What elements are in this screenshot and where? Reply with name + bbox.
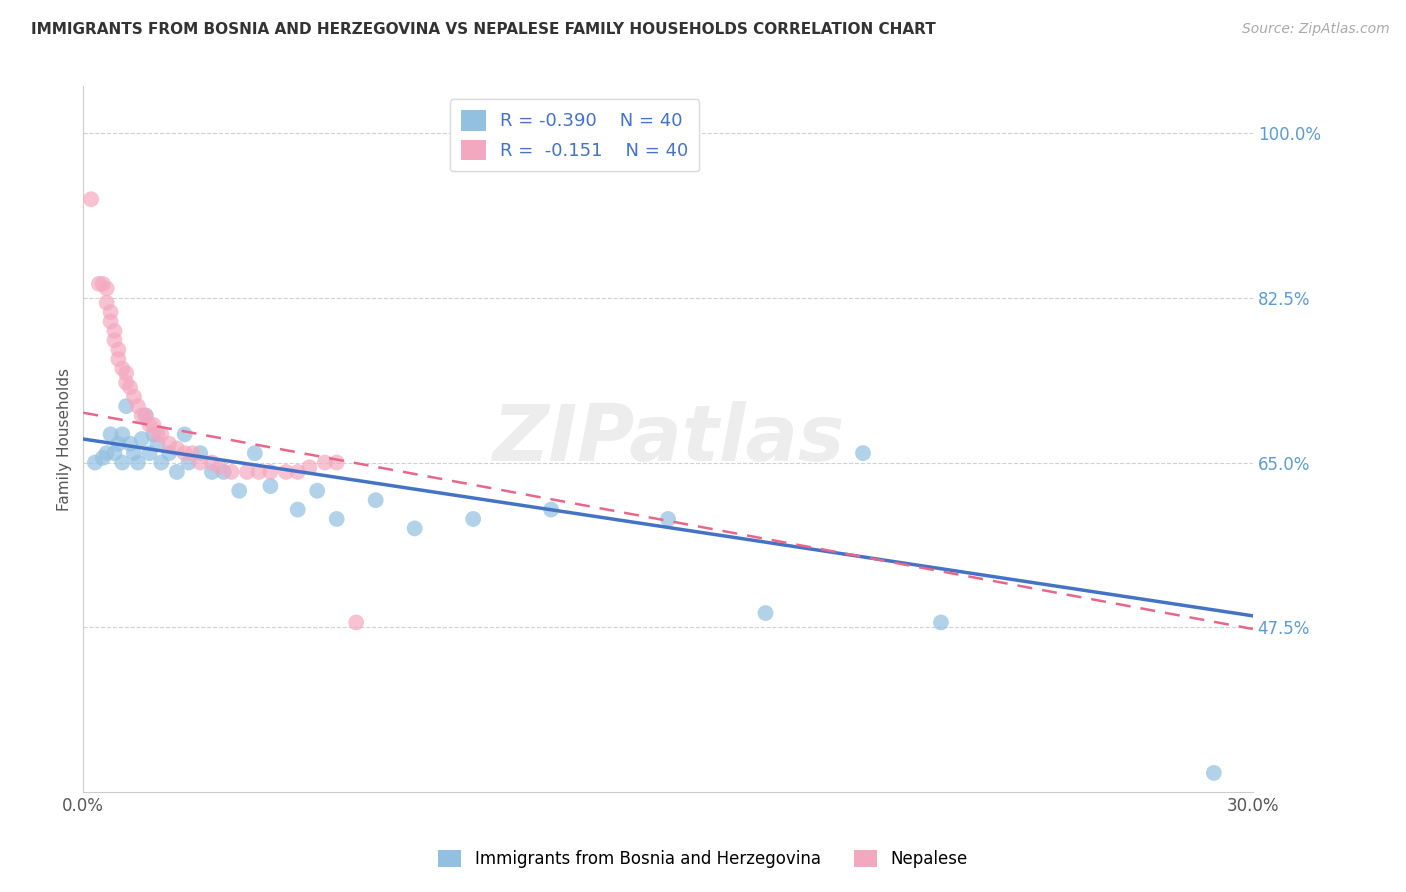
- Point: [80, 192, 103, 206]
- Point: [107, 352, 129, 367]
- Point: [115, 366, 138, 380]
- Point: [166, 442, 188, 456]
- Point: [259, 479, 281, 493]
- Point: [157, 446, 180, 460]
- Point: [259, 465, 281, 479]
- Point: [150, 427, 173, 442]
- Point: [314, 456, 336, 470]
- Point: [120, 380, 142, 394]
- Point: [212, 465, 235, 479]
- Point: [100, 314, 122, 328]
- Text: IMMIGRANTS FROM BOSNIA AND HERZEGOVINA VS NEPALESE FAMILY HOUSEHOLDS CORRELATION: IMMIGRANTS FROM BOSNIA AND HERZEGOVINA V…: [31, 22, 935, 37]
- Point: [135, 409, 157, 423]
- Point: [173, 427, 195, 442]
- Legend: R = -0.390    N = 40, R =  -0.151    N = 40: R = -0.390 N = 40, R = -0.151 N = 40: [450, 99, 699, 171]
- Point: [325, 456, 347, 470]
- Point: [236, 465, 259, 479]
- Point: [115, 376, 138, 390]
- Point: [146, 427, 169, 442]
- Point: [929, 615, 952, 630]
- Point: [142, 427, 165, 442]
- Y-axis label: Family Households: Family Households: [58, 368, 72, 510]
- Point: [122, 446, 145, 460]
- Point: [657, 512, 679, 526]
- Point: [107, 436, 129, 450]
- Point: [181, 446, 204, 460]
- Point: [287, 502, 309, 516]
- Point: [274, 465, 297, 479]
- Point: [138, 446, 160, 460]
- Point: [142, 417, 165, 432]
- Legend: Immigrants from Bosnia and Herzegovina, Nepalese: Immigrants from Bosnia and Herzegovina, …: [432, 843, 974, 875]
- Point: [228, 483, 250, 498]
- Point: [111, 361, 134, 376]
- Point: [87, 277, 110, 291]
- Point: [91, 277, 114, 291]
- Point: [135, 409, 157, 423]
- Point: [100, 427, 122, 442]
- Point: [103, 333, 125, 347]
- Point: [754, 606, 776, 620]
- Point: [146, 436, 169, 450]
- Point: [221, 465, 243, 479]
- Point: [307, 483, 329, 498]
- Point: [243, 446, 266, 460]
- Point: [208, 460, 231, 475]
- Point: [344, 615, 367, 630]
- Point: [1202, 765, 1225, 780]
- Point: [325, 512, 347, 526]
- Point: [122, 390, 145, 404]
- Point: [91, 450, 114, 465]
- Point: [287, 465, 309, 479]
- Point: [100, 305, 122, 319]
- Point: [188, 446, 211, 460]
- Point: [127, 399, 149, 413]
- Point: [120, 436, 142, 450]
- Point: [173, 446, 195, 460]
- Point: [107, 343, 129, 357]
- Point: [111, 456, 134, 470]
- Point: [540, 502, 562, 516]
- Point: [177, 456, 200, 470]
- Point: [150, 456, 173, 470]
- Point: [166, 465, 188, 479]
- Point: [103, 324, 125, 338]
- Point: [188, 456, 211, 470]
- Point: [103, 446, 125, 460]
- Point: [404, 521, 426, 535]
- Point: [138, 417, 160, 432]
- Point: [96, 281, 118, 295]
- Point: [115, 399, 138, 413]
- Point: [127, 456, 149, 470]
- Point: [96, 295, 118, 310]
- Point: [852, 446, 875, 460]
- Text: ZIPatlas: ZIPatlas: [492, 401, 844, 477]
- Text: Source: ZipAtlas.com: Source: ZipAtlas.com: [1241, 22, 1389, 37]
- Point: [298, 460, 321, 475]
- Point: [96, 446, 118, 460]
- Point: [84, 456, 107, 470]
- Point: [111, 427, 134, 442]
- Point: [131, 409, 153, 423]
- Point: [201, 456, 224, 470]
- Point: [201, 465, 224, 479]
- Point: [364, 493, 387, 508]
- Point: [131, 432, 153, 446]
- Point: [463, 512, 485, 526]
- Point: [247, 465, 270, 479]
- Point: [157, 436, 180, 450]
